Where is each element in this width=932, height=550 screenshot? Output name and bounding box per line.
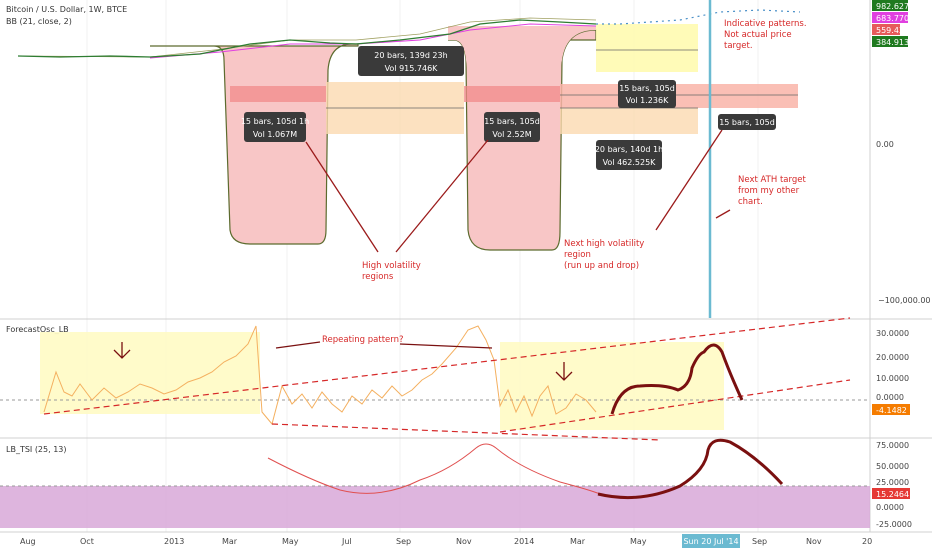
measure-box-2-line1: 15 bars, 105d 1h — [241, 117, 309, 126]
tsi-projection — [597, 438, 784, 500]
measure-box-5: 20 bars, 140d 1h Vol 462.525K — [595, 140, 663, 170]
measure-box-5-line2: Vol 462.525K — [603, 158, 657, 167]
note-patterns-1: Indicative patterns. — [724, 19, 807, 29]
osc-tick-3: 0.0000 — [876, 393, 904, 402]
measure-box-1: 20 bars, 139d 23h Vol 915.746K — [358, 46, 464, 76]
badge-3: 384.9130 — [876, 38, 914, 47]
hv-top-2 — [448, 26, 596, 90]
osc-box-1 — [40, 332, 260, 414]
time-label-5: Jul — [341, 537, 352, 546]
time-label-4: May — [282, 537, 299, 546]
osc-axis: 30.0000 20.0000 10.0000 0.0000 — [876, 329, 909, 402]
osc-tick-2: 10.0000 — [876, 374, 909, 383]
note-patterns-2: Not actual price — [724, 30, 792, 40]
band-red-3 — [560, 84, 798, 108]
annotation-arrows — [305, 129, 731, 253]
note-next-1: Next high volatility — [564, 239, 644, 249]
measure-box-2-line2: Vol 1.067M — [253, 130, 297, 139]
tsi-tick-4: -25.0000 — [876, 520, 912, 529]
osc-trendlines — [43, 317, 851, 441]
bb-basis — [149, 23, 597, 59]
time-axis: Aug Oct 2013 Mar May Jul Sep Nov 2014 Ma… — [20, 537, 872, 546]
time-label-12: Nov — [806, 537, 822, 546]
band-red-2 — [464, 86, 560, 102]
time-label-10: May — [630, 537, 647, 546]
measure-box-4-line1: 15 bars, 105d — [619, 84, 675, 93]
measure-box-1-line1: 20 bars, 139d 23h — [374, 51, 447, 60]
osc-pane-label: ForecastOsc_LB — [6, 325, 69, 334]
badge-2: 559.43 — [876, 26, 904, 35]
price-axis-tick-0: 0.00 — [876, 140, 894, 149]
time-label-11: Sep — [752, 537, 767, 546]
badge-0: 982.6278 — [876, 2, 914, 11]
tsi-tick-0: 75.0000 — [876, 441, 909, 450]
annotation-texts: Indicative patterns. Not actual price ta… — [322, 19, 807, 345]
note-next-3: (run up and drop) — [564, 261, 639, 271]
note-repeating: Repeating pattern? — [322, 335, 404, 345]
price-line — [17, 19, 597, 58]
time-label-0: Aug — [20, 537, 36, 546]
osc-tick-1: 20.0000 — [876, 353, 909, 362]
bb-upper — [19, 17, 597, 58]
measure-box-6-line1: 15 bars, 105d — [719, 118, 775, 127]
band-yellow-1 — [596, 24, 698, 72]
osc-tick-0: 30.0000 — [876, 329, 909, 338]
measure-box-4-line2: Vol 1.236K — [626, 96, 669, 105]
tsi-pane-label: LB_TSI (25, 13) — [6, 445, 67, 454]
band-orange-2 — [560, 108, 698, 134]
tsi-band — [0, 486, 870, 528]
price-axis-tick-1: −100,000.00 — [878, 296, 931, 305]
osc-line — [43, 325, 597, 426]
time-label-1: Oct — [80, 537, 94, 546]
osc-badge — [872, 404, 910, 415]
measure-box-4: 15 bars, 105d Vol 1.236K — [618, 80, 676, 108]
note-next-2: region — [564, 250, 591, 260]
note-patterns-3: target. — [724, 41, 753, 51]
tsi-badge-text: 15.2464 — [876, 490, 909, 499]
measure-box-1-line2: Vol 915.746K — [385, 64, 439, 73]
measure-box-6: 15 bars, 105d — [718, 114, 776, 130]
price-badges: 982.6278 683.7704 559.43 384.9130 — [872, 0, 914, 47]
measure-box-2: 15 bars, 105d 1h Vol 1.067M — [241, 112, 309, 142]
time-label-8: 2014 — [514, 537, 534, 546]
note-hv-1: High volatility — [362, 261, 421, 271]
tsi-tick-2: 25.0000 — [876, 478, 909, 487]
note-hv-2: regions — [362, 272, 394, 282]
osc-arrows — [113, 341, 573, 381]
chart-title: Bitcoin / U.S. Dollar, 1W, BTCE — [6, 5, 127, 14]
badge-1: 683.7704 — [876, 14, 914, 23]
time-label-2: 2013 — [164, 537, 184, 546]
osc-badge-text: -4.1482 — [876, 406, 907, 415]
time-label-6: Sep — [396, 537, 411, 546]
note-ath-1: Next ATH target — [738, 175, 806, 185]
measure-box-5-line1: 20 bars, 140d 1h — [595, 145, 663, 154]
tsi-tick-3: 0.0000 — [876, 503, 904, 512]
indicator-label: BB (21, close, 2) — [6, 17, 72, 26]
measure-box-3: 15 bars, 105d Vol 2.52M — [484, 112, 540, 142]
time-label-7: Nov — [456, 537, 472, 546]
osc-projection — [610, 343, 744, 415]
tsi-axis: 75.0000 50.0000 25.0000 0.0000 -25.0000 — [876, 441, 912, 529]
band-red-1 — [230, 86, 326, 102]
measure-box-3-line2: Vol 2.52M — [492, 130, 531, 139]
time-label-13: 20 — [862, 537, 872, 546]
time-highlight-text: Sun 20 Jul '14 — [683, 537, 738, 546]
note-ath-3: chart. — [738, 197, 763, 207]
time-label-3: Mar — [222, 537, 238, 546]
tsi-badge — [872, 488, 910, 499]
note-ath-2: from my other — [738, 186, 800, 196]
tsi-tick-1: 50.0000 — [876, 462, 909, 471]
measure-box-3-line1: 15 bars, 105d — [484, 117, 540, 126]
tsi-line — [267, 443, 601, 495]
time-label-9: Mar — [570, 537, 586, 546]
time-highlight — [682, 534, 740, 548]
